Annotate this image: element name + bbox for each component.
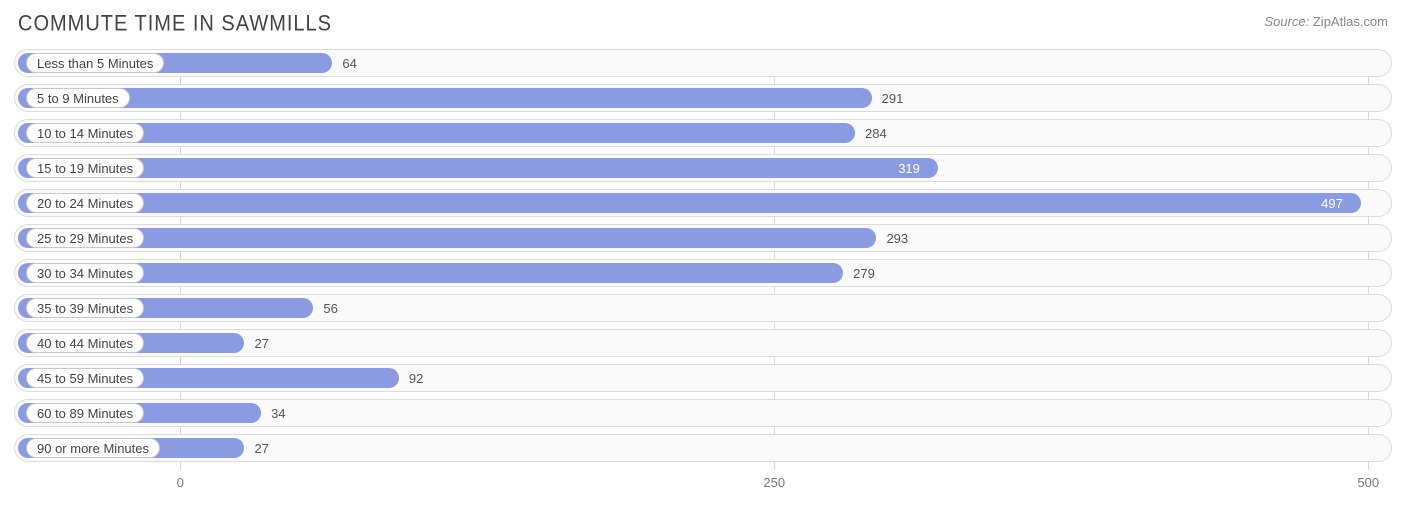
bar-category-label: 5 to 9 Minutes — [37, 91, 119, 106]
bar-category-pill: 5 to 9 Minutes — [26, 88, 130, 108]
bar-value-label: 293 — [886, 224, 908, 252]
commute-time-chart: COMMUTE TIME IN SAWMILLS Source: ZipAtla… — [0, 0, 1406, 523]
bar-row: 35 to 39 Minutes 56 — [14, 294, 1392, 322]
bar-row: 5 to 9 Minutes 291 — [14, 84, 1392, 112]
bar-row: 30 to 34 Minutes 279 — [14, 259, 1392, 287]
x-axis-tick-label: 0 — [177, 475, 184, 490]
chart-header: COMMUTE TIME IN SAWMILLS Source: ZipAtla… — [14, 10, 1392, 49]
x-axis: 0 250 500 — [14, 469, 1392, 493]
bar-fill — [18, 228, 876, 248]
x-axis-tick-label: 500 — [1357, 475, 1379, 490]
bar-category-label: 45 to 59 Minutes — [37, 371, 133, 386]
bar-row: 45 to 59 Minutes 92 — [14, 364, 1392, 392]
chart-source: Source: ZipAtlas.com — [1264, 12, 1388, 29]
bar-value-label: 319 — [898, 154, 920, 182]
bar-row: 10 to 14 Minutes 284 — [14, 119, 1392, 147]
bar-value-label: 27 — [254, 329, 268, 357]
bar-category-pill: 45 to 59 Minutes — [26, 368, 144, 388]
bar-category-label: 20 to 24 Minutes — [37, 196, 133, 211]
bar-row: 15 to 19 Minutes 319 — [14, 154, 1392, 182]
bar-category-pill: 30 to 34 Minutes — [26, 263, 144, 283]
bar-category-label: 40 to 44 Minutes — [37, 336, 133, 351]
bar-value-label: 34 — [271, 399, 285, 427]
bar-category-pill: 40 to 44 Minutes — [26, 333, 144, 353]
bar-row: 40 to 44 Minutes 27 — [14, 329, 1392, 357]
bar-row: 20 to 24 Minutes 497 — [14, 189, 1392, 217]
bar-fill — [18, 88, 872, 108]
bar-category-pill: 35 to 39 Minutes — [26, 298, 144, 318]
bar-category-label: 15 to 19 Minutes — [37, 161, 133, 176]
bar-value-label: 279 — [853, 259, 875, 287]
x-axis-tick-label: 250 — [763, 475, 785, 490]
chart-source-value: ZipAtlas.com — [1313, 14, 1388, 29]
bar-value-label: 27 — [254, 434, 268, 462]
bar-category-pill: 10 to 14 Minutes — [26, 123, 144, 143]
bar-fill — [18, 193, 1361, 213]
bar-category-pill: 20 to 24 Minutes — [26, 193, 144, 213]
bar-value-label: 64 — [342, 49, 356, 77]
bar-value-label: 92 — [409, 364, 423, 392]
bar-value-label: 291 — [882, 84, 904, 112]
bar-value-label: 56 — [323, 294, 337, 322]
bar-category-label: 90 or more Minutes — [37, 441, 149, 456]
bar-category-label: 60 to 89 Minutes — [37, 406, 133, 421]
bar-category-pill: 60 to 89 Minutes — [26, 403, 144, 423]
bar-row: 90 or more Minutes 27 — [14, 434, 1392, 462]
bar-category-pill: 15 to 19 Minutes — [26, 158, 144, 178]
bar-value-label: 497 — [1321, 189, 1343, 217]
bar-row: 60 to 89 Minutes 34 — [14, 399, 1392, 427]
bar-category-label: 30 to 34 Minutes — [37, 266, 133, 281]
bars-area: Less than 5 Minutes 64 5 to 9 Minutes 291 10… — [14, 49, 1392, 462]
chart-source-label: Source: — [1264, 14, 1309, 29]
bar-category-pill: 90 or more Minutes — [26, 438, 160, 458]
bar-category-label: 25 to 29 Minutes — [37, 231, 133, 246]
bar-category-label: 10 to 14 Minutes — [37, 126, 133, 141]
bar-category-label: 35 to 39 Minutes — [37, 301, 133, 316]
bar-row: 25 to 29 Minutes 293 — [14, 224, 1392, 252]
bar-category-label: Less than 5 Minutes — [37, 56, 153, 71]
bar-category-pill: 25 to 29 Minutes — [26, 228, 144, 248]
bar-value-label: 284 — [865, 119, 887, 147]
bar-fill — [18, 158, 938, 178]
chart-title: COMMUTE TIME IN SAWMILLS — [18, 12, 332, 37]
bar-row: Less than 5 Minutes 64 — [14, 49, 1392, 77]
bar-category-pill: Less than 5 Minutes — [26, 53, 164, 73]
